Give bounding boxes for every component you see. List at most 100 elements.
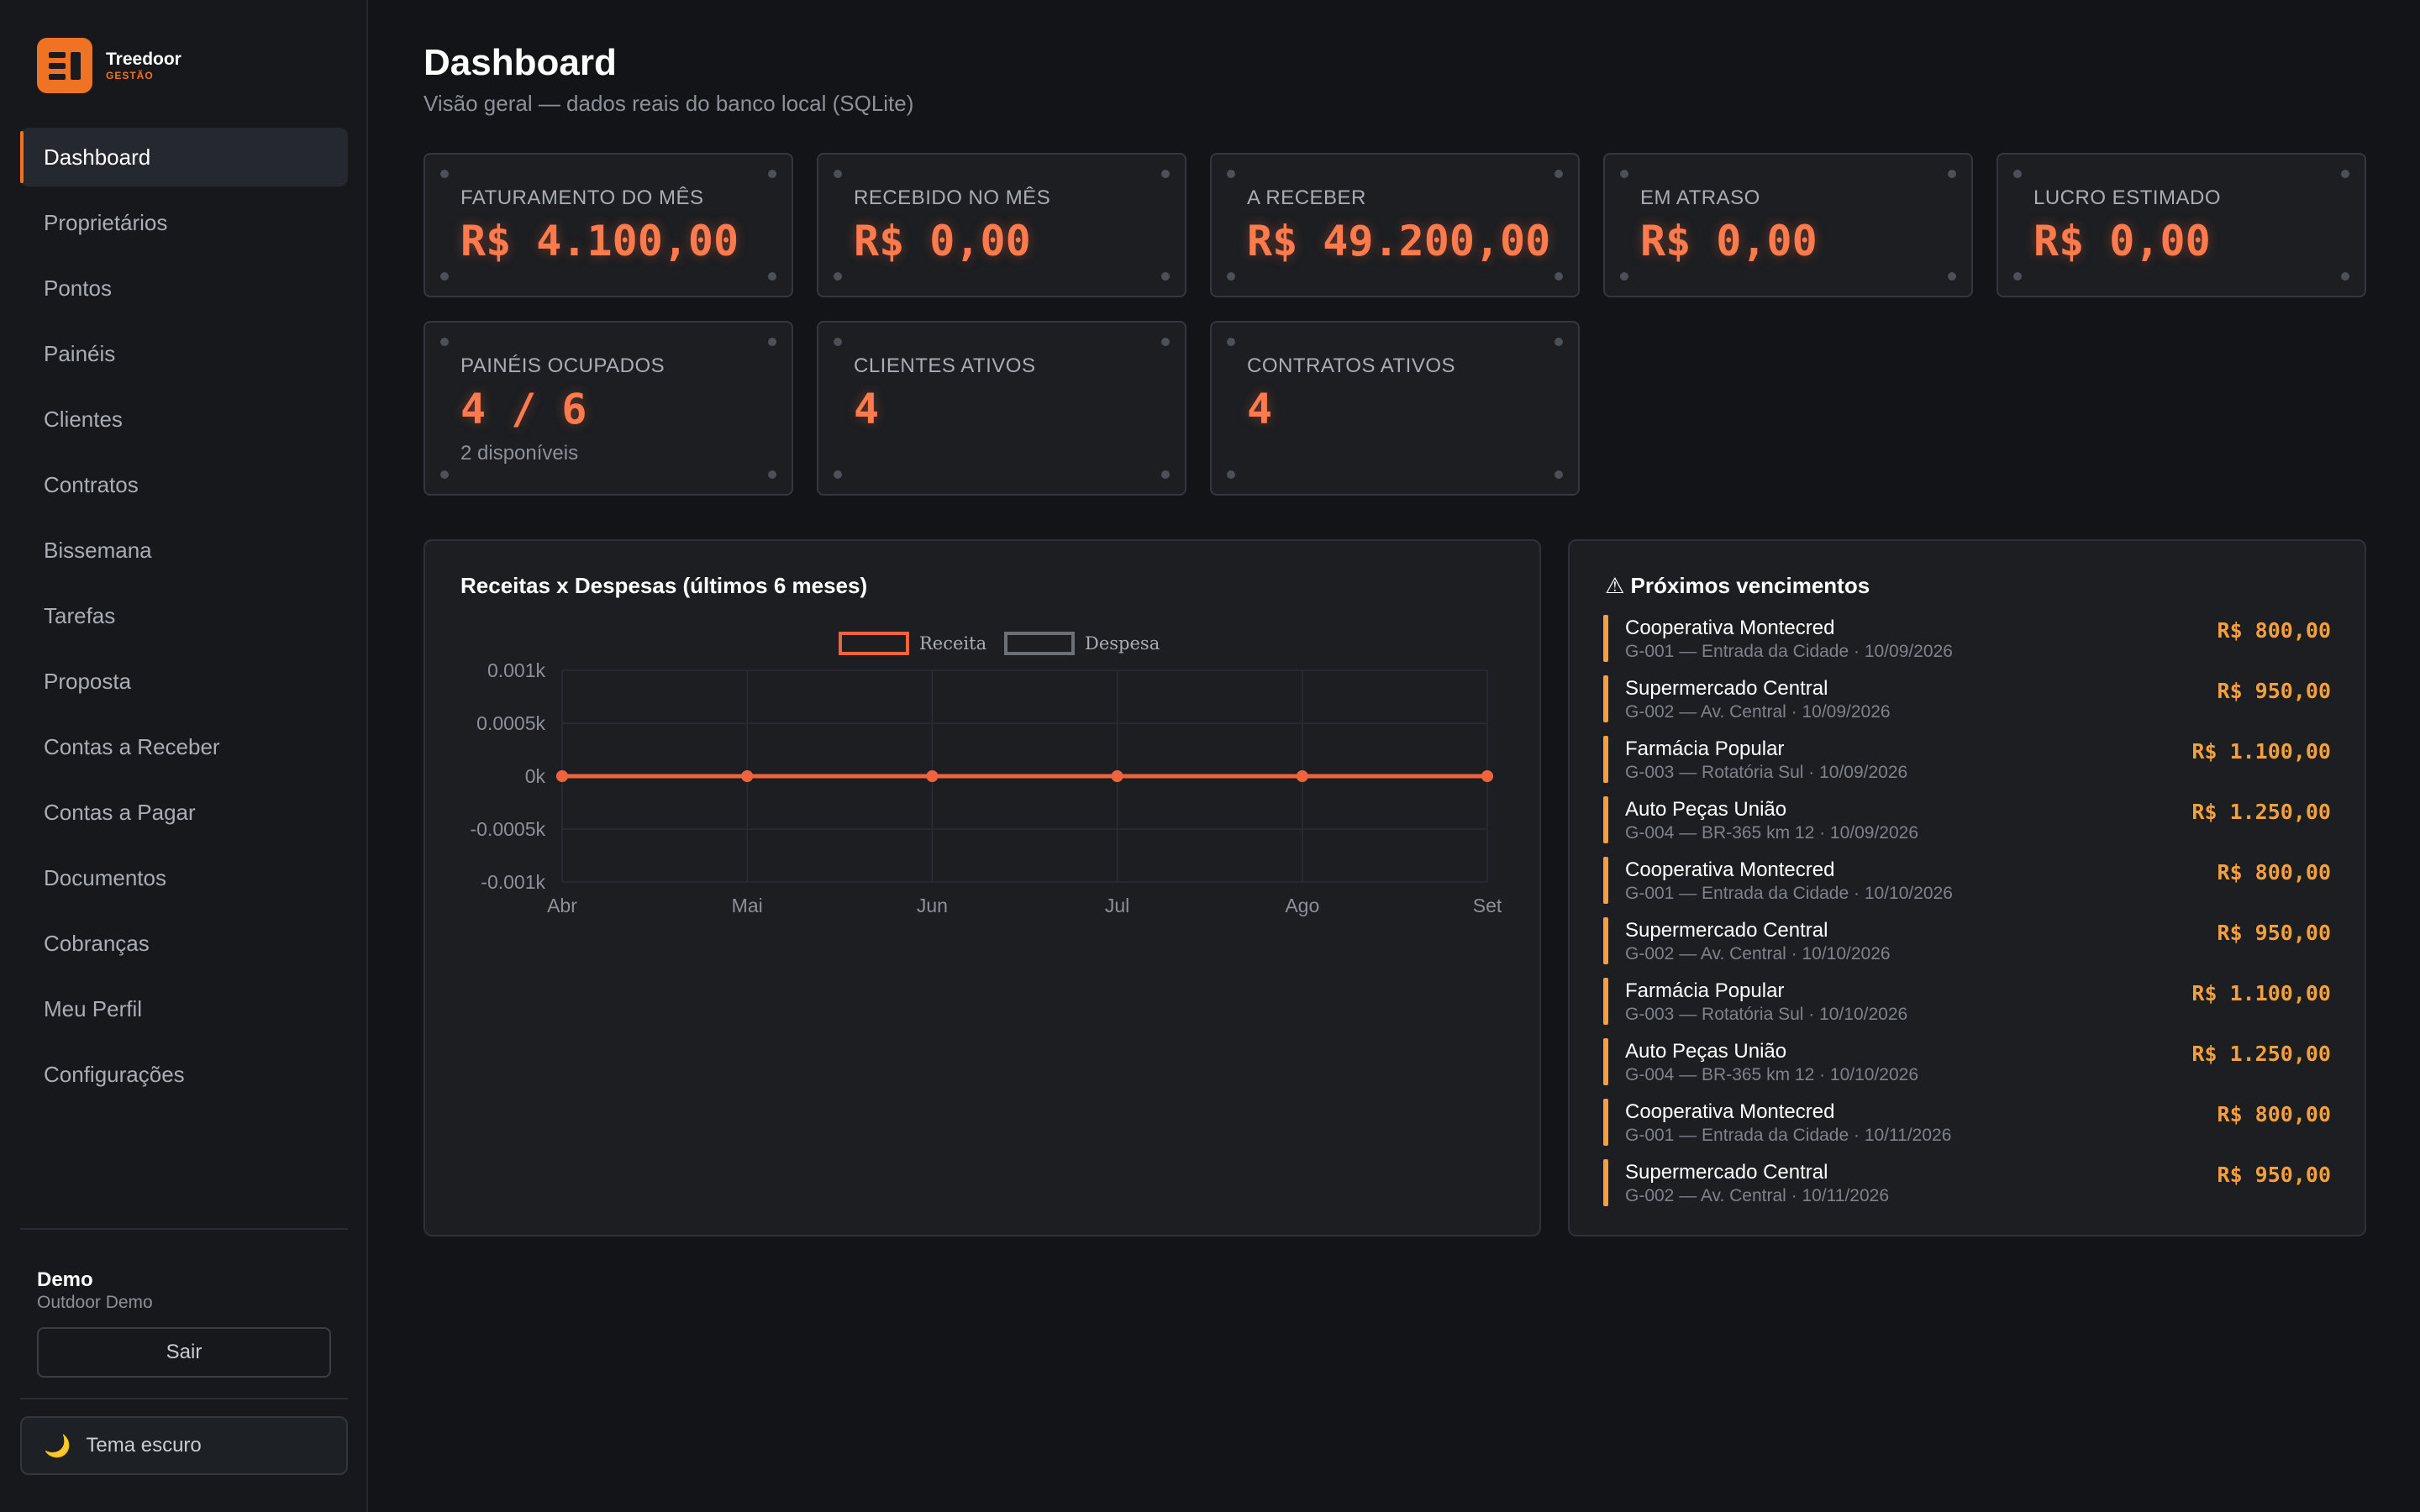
- y-tick-label: 0.001k: [487, 659, 546, 681]
- list-item[interactable]: Farmácia Popular G-003 — Rotatória Sul ·…: [1603, 978, 2331, 1038]
- due-amount: R$ 1.100,00: [2191, 739, 2331, 764]
- due-client-name: Supermercado Central: [1625, 919, 1828, 942]
- x-tick-label: Jul: [1105, 895, 1129, 916]
- sidebar-item-tarefas[interactable]: Tarefas: [44, 602, 116, 628]
- kpi-value: 4: [1247, 385, 1273, 433]
- list-item[interactable]: Supermercado Central G-002 — Av. Central…: [1603, 917, 2331, 978]
- sidebar-item-contas-a-pagar[interactable]: Contas a Pagar: [44, 799, 196, 825]
- due-client-name: Cooperativa Montecred: [1625, 1100, 1835, 1123]
- due-amount: R$ 1.250,00: [2191, 800, 2331, 824]
- sidebar-item-cobrancas[interactable]: Cobranças: [44, 930, 150, 956]
- page-subtitle: Visão geral — dados reais do banco local…: [424, 91, 914, 116]
- kpi-value: R$ 4.100,00: [460, 217, 739, 265]
- brand-logo-icon: [37, 38, 92, 93]
- sidebar-item-paineis[interactable]: Painéis: [44, 340, 116, 366]
- list-item[interactable]: Cooperativa Montecred G-001 — Entrada da…: [1603, 615, 2331, 675]
- x-tick-label: Set: [1473, 895, 1502, 916]
- brand[interactable]: Treedoor GESTÃO: [37, 37, 182, 94]
- sidebar-item-documentos[interactable]: Documentos: [44, 864, 166, 890]
- list-item[interactable]: Supermercado Central G-002 — Av. Central…: [1603, 1159, 2331, 1220]
- due-client-name: Supermercado Central: [1625, 1161, 1828, 1184]
- x-tick-label: Abr: [547, 895, 577, 916]
- due-amount: R$ 1.100,00: [2191, 981, 2331, 1005]
- user-organization: Outdoor Demo: [37, 1293, 153, 1312]
- due-client-name: Farmácia Popular: [1625, 738, 1785, 760]
- kpi-value: 4 / 6: [460, 385, 587, 433]
- due-detail: G-001 — Entrada da Cidade · 10/09/2026: [1625, 642, 1953, 661]
- legend-swatch: [1004, 632, 1075, 655]
- kpi-label: A RECEBER: [1247, 186, 1366, 209]
- kpi-card-faturamento: FATURAMENTO DO MÊS R$ 4.100,00: [424, 153, 793, 297]
- due-amount: R$ 1.250,00: [2191, 1042, 2331, 1066]
- due-detail: G-003 — Rotatória Sul · 10/10/2026: [1625, 1005, 1908, 1024]
- logout-button[interactable]: Sair: [37, 1327, 331, 1378]
- x-tick-label: Mai: [732, 895, 763, 916]
- due-detail: G-001 — Entrada da Cidade · 10/11/2026: [1625, 1126, 1952, 1145]
- kpi-value: 4: [854, 385, 880, 433]
- due-detail: G-004 — BR-365 km 12 · 10/09/2026: [1625, 823, 1919, 843]
- kpi-value: R$ 0,00: [854, 217, 1031, 265]
- theme-toggle-button[interactable]: 🌙 Tema escuro: [20, 1416, 348, 1475]
- list-item[interactable]: Auto Peças União G-004 — BR-365 km 12 · …: [1603, 796, 2331, 857]
- kpi-card-contratos-ativos: CONTRATOS ATIVOS 4: [1210, 321, 1580, 496]
- list-item[interactable]: Farmácia Popular G-003 — Rotatória Sul ·…: [1603, 736, 2331, 796]
- kpi-value: R$ 0,00: [2033, 217, 2211, 265]
- kpi-label: EM ATRASO: [1640, 186, 1760, 209]
- list-item[interactable]: Auto Peças União G-004 — BR-365 km 12 · …: [1603, 1038, 2331, 1099]
- sidebar-item-configuracoes[interactable]: Configurações: [44, 1061, 185, 1087]
- kpi-card-paineis-ocupados: PAINÉIS OCUPADOS 4 / 6 2 disponíveis: [424, 321, 793, 496]
- due-amount: R$ 950,00: [2217, 679, 2331, 703]
- sidebar-item-clientes[interactable]: Clientes: [44, 406, 123, 432]
- user-name: Demo: [37, 1268, 93, 1291]
- sidebar-item-pontos[interactable]: Pontos: [44, 275, 112, 301]
- list-item[interactable]: Cooperativa Montecred G-001 — Entrada da…: [1603, 857, 2331, 917]
- data-point: [741, 770, 754, 782]
- kpi-label: LUCRO ESTIMADO: [2033, 186, 2222, 209]
- sidebar-item-dashboard[interactable]: Dashboard: [20, 128, 348, 186]
- chart-title: Receitas x Despesas (últimos 6 meses): [460, 573, 868, 598]
- sidebar: Treedoor GESTÃO Dashboard Proprietários …: [0, 0, 368, 1512]
- data-point: [1481, 770, 1493, 782]
- due-detail: G-002 — Av. Central · 10/11/2026: [1625, 1186, 1890, 1205]
- sidebar-divider: [20, 1398, 348, 1399]
- page-title: Dashboard: [424, 42, 617, 83]
- list-item[interactable]: Cooperativa Montecred G-001 — Entrada da…: [1603, 1099, 2331, 1159]
- sidebar-item-meu-perfil[interactable]: Meu Perfil: [44, 995, 143, 1021]
- due-detail: G-002 — Av. Central · 10/09/2026: [1625, 702, 1891, 722]
- sidebar-item-bissemana[interactable]: Bissemana: [44, 537, 152, 563]
- due-amount: R$ 800,00: [2217, 618, 2331, 643]
- sidebar-item-contratos[interactable]: Contratos: [44, 471, 139, 497]
- sidebar-item-contas-a-receber[interactable]: Contas a Receber: [44, 733, 220, 759]
- data-point: [1111, 770, 1123, 782]
- legend-label: Receita: [919, 633, 986, 654]
- sidebar-item-proprietarios[interactable]: Proprietários: [44, 209, 168, 235]
- sidebar-nav: Dashboard Proprietários Pontos Painéis C…: [20, 128, 348, 1110]
- kpi-card-lucro-estimado: LUCRO ESTIMADO R$ 0,00: [1996, 153, 2366, 297]
- kpi-card-em-atraso: EM ATRASO R$ 0,00: [1603, 153, 1973, 297]
- kpi-label: RECEBIDO NO MÊS: [854, 186, 1051, 209]
- revenue-expense-chart: 0.001k 0.0005k 0k -0.0005k -0.001k Abr Mai Jun…: [470, 632, 1502, 916]
- due-detail: G-003 — Rotatória Sul · 10/09/2026: [1625, 763, 1908, 782]
- kpi-label: FATURAMENTO DO MÊS: [460, 186, 704, 209]
- due-amount: R$ 950,00: [2217, 1163, 2331, 1187]
- due-client-name: Cooperativa Montecred: [1625, 858, 1835, 881]
- brand-subtitle: GESTÃO: [106, 70, 154, 81]
- brand-name: Treedoor: [106, 50, 182, 69]
- due-detail: G-004 — BR-365 km 12 · 10/10/2026: [1625, 1065, 1919, 1084]
- due-client-name: Cooperativa Montecred: [1625, 617, 1835, 639]
- due-panel: ⚠ Próximos vencimentos Cooperativa Monte…: [1568, 539, 2366, 1236]
- y-tick-label: -0.001k: [481, 871, 545, 893]
- due-client-name: Supermercado Central: [1625, 677, 1828, 700]
- sidebar-item-proposta[interactable]: Proposta: [44, 668, 132, 694]
- list-item[interactable]: Supermercado Central G-002 — Av. Central…: [1603, 675, 2331, 736]
- due-amount: R$ 800,00: [2217, 1102, 2331, 1126]
- kpi-card-a-receber: A RECEBER R$ 49.200,00: [1210, 153, 1580, 297]
- y-tick-label: -0.0005k: [470, 818, 545, 840]
- data-point: [926, 770, 939, 782]
- kpi-label: CONTRATOS ATIVOS: [1247, 354, 1456, 377]
- kpi-card-recebido: RECEBIDO NO MÊS R$ 0,00: [817, 153, 1186, 297]
- due-client-name: Auto Peças União: [1625, 798, 1787, 821]
- due-panel-title: ⚠ Próximos vencimentos: [1605, 573, 1870, 598]
- due-client-name: Auto Peças União: [1625, 1040, 1787, 1063]
- sidebar-divider: [20, 1228, 348, 1230]
